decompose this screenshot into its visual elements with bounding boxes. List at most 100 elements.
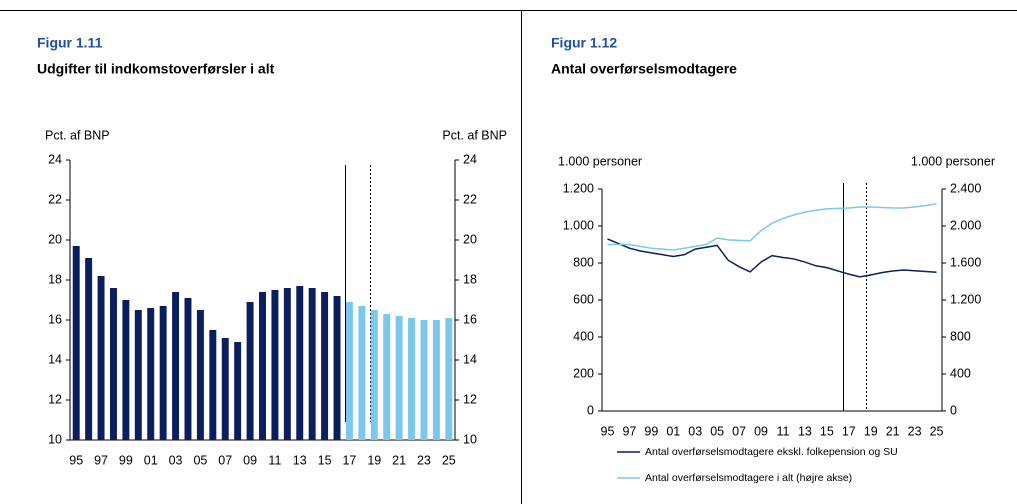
x-tick-label: 15 <box>820 424 834 438</box>
x-tick-label: 19 <box>864 424 878 438</box>
y-tick-label: 0 <box>587 403 594 417</box>
x-tick-label: 15 <box>318 453 332 467</box>
y-tick-label: 22 <box>48 192 62 206</box>
y2-tick-label: 10 <box>463 432 477 446</box>
legend-label: Antal overførselsmodtagere i alt (højre … <box>645 472 852 484</box>
figure-label: Figur 1.11 <box>37 35 103 51</box>
x-tick-label: 99 <box>644 424 658 438</box>
bar <box>345 302 353 440</box>
x-tick-label: 21 <box>392 453 406 467</box>
x-tick-label: 19 <box>367 453 381 467</box>
y2-tick-label: 22 <box>463 192 477 206</box>
y2-tick-label: 24 <box>463 152 477 166</box>
bar <box>221 338 229 440</box>
bar <box>283 288 291 440</box>
x-tick-label: 11 <box>268 453 281 467</box>
bar <box>420 320 428 440</box>
y2-tick-label: 1.600 <box>950 255 981 269</box>
x-tick-label: 13 <box>293 453 307 467</box>
legend-label: Antal overførselsmodtagere ekskl. folkep… <box>645 446 898 458</box>
x-tick-label: 97 <box>94 453 108 467</box>
y2-axis-label: 1.000 personer <box>911 154 995 168</box>
y-tick-label: 800 <box>573 255 594 269</box>
x-tick-label: 07 <box>218 453 232 467</box>
y-axis-label: 1.000 personer <box>558 154 642 168</box>
bar <box>97 276 105 440</box>
y-tick-label: 200 <box>573 366 594 380</box>
bar <box>85 258 93 440</box>
y2-tick-label: 1.200 <box>950 292 981 306</box>
figure-label: Figur 1.12 <box>551 35 617 51</box>
bar <box>72 246 80 440</box>
x-tick-label: 09 <box>754 424 768 438</box>
bar <box>196 310 204 440</box>
bar <box>308 288 316 440</box>
bar <box>209 330 217 440</box>
chart-title: Antal overførselsmodtagere <box>551 61 737 77</box>
x-tick-label: 17 <box>342 453 356 467</box>
bar <box>358 306 366 440</box>
x-tick-label: 05 <box>193 453 207 467</box>
x-tick-label: 03 <box>169 453 183 467</box>
x-tick-label: 03 <box>688 424 702 438</box>
y-tick-label: 400 <box>573 329 594 343</box>
y-tick-label: 600 <box>573 292 594 306</box>
y2-tick-label: 18 <box>463 272 477 286</box>
bar <box>296 286 304 440</box>
y2-tick-label: 800 <box>950 329 971 343</box>
bar <box>333 296 341 440</box>
bar <box>383 314 391 440</box>
x-tick-label: 97 <box>622 424 636 438</box>
y2-tick-label: 14 <box>463 352 477 366</box>
y2-tick-label: 2.000 <box>950 218 981 232</box>
bar <box>246 302 254 440</box>
bar <box>109 288 117 440</box>
series-line <box>607 203 937 251</box>
series-line <box>607 238 937 278</box>
x-tick-label: 99 <box>119 453 133 467</box>
bar <box>408 318 416 440</box>
x-tick-label: 23 <box>417 453 431 467</box>
bar <box>159 306 167 440</box>
y-tick-label: 1.200 <box>563 181 594 195</box>
bar <box>370 310 378 440</box>
bar <box>122 300 130 440</box>
bar <box>271 290 279 440</box>
y-tick-label: 10 <box>48 432 62 446</box>
bar <box>445 318 453 440</box>
bar <box>172 292 180 440</box>
y-axis-label: Pct. af BNP <box>45 128 110 142</box>
x-tick-label: 25 <box>930 424 944 438</box>
x-tick-label: 13 <box>798 424 812 438</box>
x-tick-label: 05 <box>710 424 724 438</box>
x-tick-label: 09 <box>243 453 257 467</box>
y-tick-label: 14 <box>48 352 62 366</box>
y-tick-label: 18 <box>48 272 62 286</box>
y-tick-label: 16 <box>48 312 62 326</box>
y2-tick-label: 2.400 <box>950 181 981 195</box>
y-tick-label: 20 <box>48 232 62 246</box>
y2-tick-label: 20 <box>463 232 477 246</box>
y-tick-label: 24 <box>48 152 62 166</box>
x-tick-label: 95 <box>601 424 615 438</box>
y2-axis-label: Pct. af BNP <box>442 128 507 142</box>
x-tick-label: 23 <box>908 424 922 438</box>
y2-tick-label: 400 <box>950 366 971 380</box>
x-tick-label: 11 <box>776 424 789 438</box>
y2-tick-label: 0 <box>950 403 957 417</box>
bar <box>321 292 329 440</box>
x-tick-label: 01 <box>144 453 158 467</box>
y-tick-label: 12 <box>48 392 62 406</box>
chart-title: Udgifter til indkomstoverførsler i alt <box>37 61 275 77</box>
bar <box>234 342 242 440</box>
x-tick-label: 01 <box>666 424 680 438</box>
x-tick-label: 07 <box>732 424 746 438</box>
bar <box>184 298 192 440</box>
x-tick-label: 21 <box>886 424 900 438</box>
y-tick-label: 1.000 <box>563 218 594 232</box>
bar <box>259 292 266 440</box>
x-tick-label: 17 <box>842 424 856 438</box>
bar <box>432 320 440 440</box>
bar <box>147 308 155 440</box>
